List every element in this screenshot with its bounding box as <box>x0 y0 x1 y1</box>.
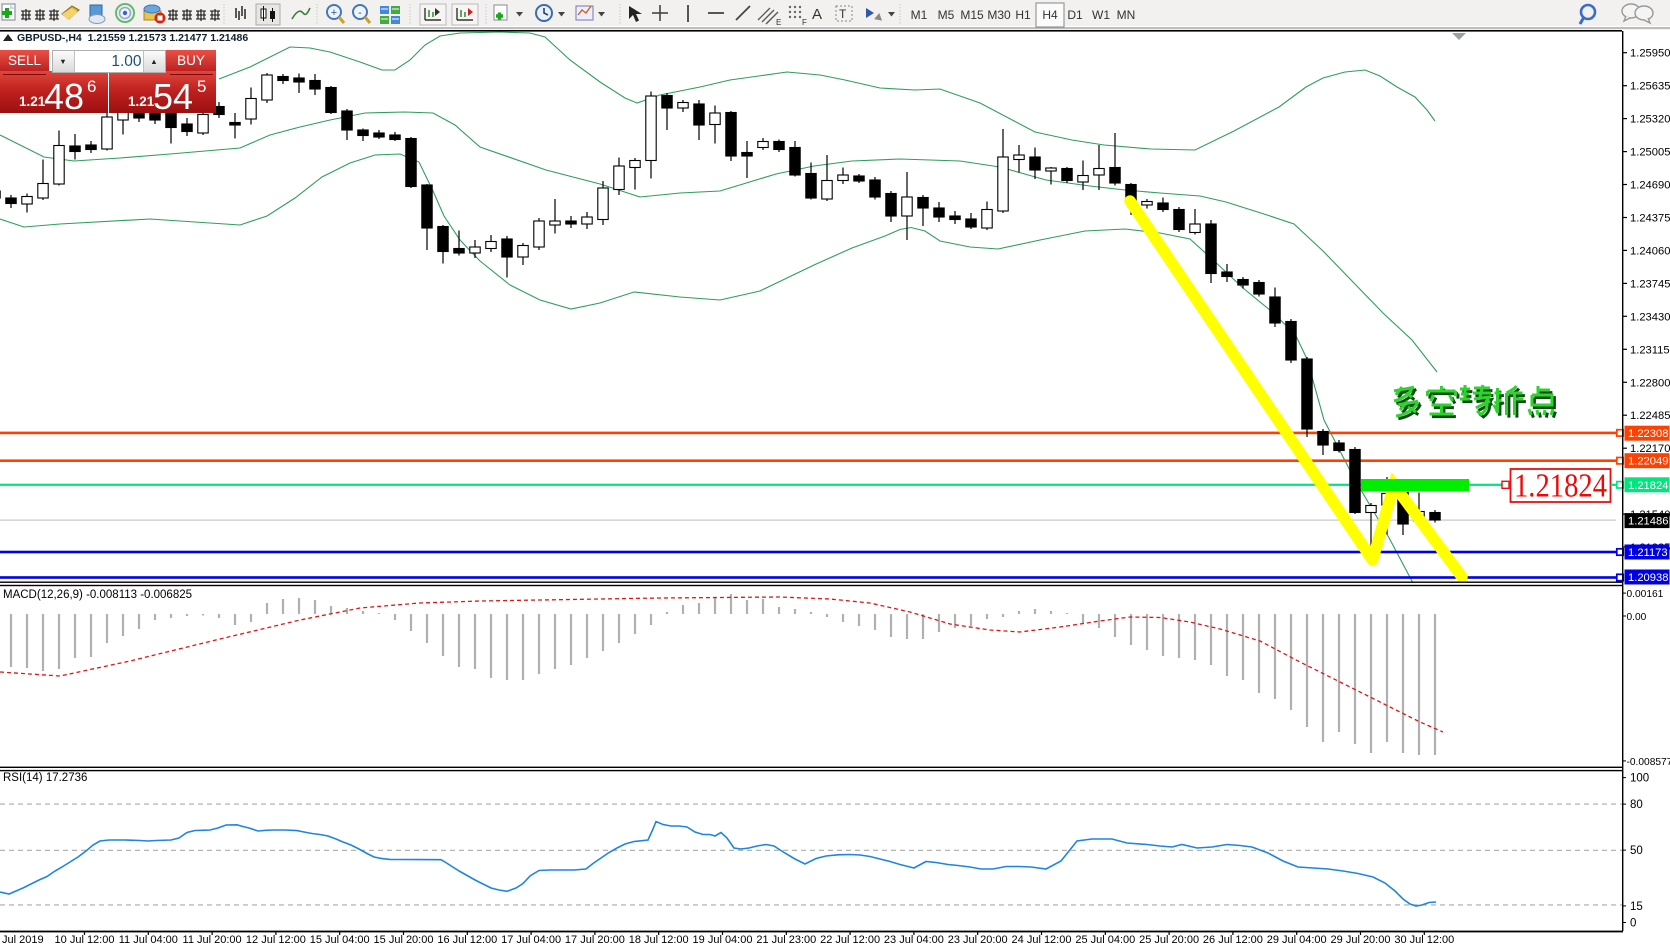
svg-text:A: A <box>812 6 822 23</box>
svg-text:F: F <box>802 18 807 27</box>
svg-text:1.24060: 1.24060 <box>1630 245 1670 257</box>
svg-text:H4: H4 <box>1042 8 1058 22</box>
svg-text:10 Jul 12:00: 10 Jul 12:00 <box>55 934 115 945</box>
svg-text:29 Jul 04:00: 29 Jul 04:00 <box>1267 934 1327 945</box>
svg-text:1.24375: 1.24375 <box>1630 213 1670 225</box>
svg-text:1.25950: 1.25950 <box>1630 48 1670 60</box>
svg-text:29 Jul 20:00: 29 Jul 20:00 <box>1331 934 1391 945</box>
svg-text:1.21824: 1.21824 <box>1514 468 1607 505</box>
svg-text:15 Jul 04:00: 15 Jul 04:00 <box>310 934 370 945</box>
svg-text:1.20938: 1.20938 <box>1628 572 1668 584</box>
svg-text:1.25635: 1.25635 <box>1630 81 1670 93</box>
svg-text:100: 100 <box>1630 773 1649 785</box>
svg-text:1.23115: 1.23115 <box>1630 344 1670 356</box>
svg-text:M5: M5 <box>938 8 955 22</box>
svg-text:MN: MN <box>1117 8 1136 22</box>
svg-text:1.23745: 1.23745 <box>1630 278 1670 290</box>
svg-text:0.00: 0.00 <box>1627 612 1647 623</box>
svg-text:1.21824: 1.21824 <box>1628 480 1668 492</box>
svg-text:M15: M15 <box>960 8 984 22</box>
svg-text:0.00161: 0.00161 <box>1627 589 1664 600</box>
svg-text:+: + <box>331 7 337 19</box>
svg-text:1.22308: 1.22308 <box>1628 428 1668 440</box>
svg-text:21 Jul 23:00: 21 Jul 23:00 <box>756 934 816 945</box>
svg-text:M1: M1 <box>911 8 928 22</box>
svg-text:RSI(14) 17.2736: RSI(14) 17.2736 <box>3 772 87 784</box>
svg-text:Jul 2019: Jul 2019 <box>2 934 44 945</box>
svg-text:26 Jul 12:00: 26 Jul 12:00 <box>1203 934 1263 945</box>
svg-text:23 Jul 20:00: 23 Jul 20:00 <box>948 934 1008 945</box>
svg-text:19 Jul 04:00: 19 Jul 04:00 <box>693 934 753 945</box>
svg-text:D1: D1 <box>1067 8 1083 22</box>
svg-text:0: 0 <box>1630 918 1636 930</box>
svg-text:30 Jul 12:00: 30 Jul 12:00 <box>1394 934 1454 945</box>
svg-text:50: 50 <box>1630 845 1643 857</box>
svg-text:80: 80 <box>1630 799 1643 811</box>
svg-text:17 Jul 20:00: 17 Jul 20:00 <box>565 934 625 945</box>
svg-text:11 Jul 20:00: 11 Jul 20:00 <box>183 934 242 945</box>
svg-text:H1: H1 <box>1015 8 1031 22</box>
svg-text:1.22485: 1.22485 <box>1630 410 1670 422</box>
svg-text:23 Jul 04:00: 23 Jul 04:00 <box>884 934 944 945</box>
svg-text:1.21173: 1.21173 <box>1628 547 1668 559</box>
svg-text:15: 15 <box>1630 901 1643 913</box>
svg-text:1.25005: 1.25005 <box>1630 147 1670 159</box>
svg-text:18 Jul 12:00: 18 Jul 12:00 <box>629 934 689 945</box>
svg-text:1.25320: 1.25320 <box>1630 114 1670 126</box>
svg-text:T: T <box>839 7 847 21</box>
svg-text:15 Jul 20:00: 15 Jul 20:00 <box>374 934 434 945</box>
svg-text:17 Jul 04:00: 17 Jul 04:00 <box>501 934 561 945</box>
svg-text:25 Jul 04:00: 25 Jul 04:00 <box>1075 934 1135 945</box>
svg-text:1.22170: 1.22170 <box>1630 443 1670 455</box>
svg-text:1.21486: 1.21486 <box>1628 516 1668 528</box>
svg-text:12 Jul 12:00: 12 Jul 12:00 <box>246 934 306 945</box>
svg-text:MACD(12,26,9) -0.008113 -0.006: MACD(12,26,9) -0.008113 -0.006825 <box>3 589 192 601</box>
svg-text:11 Jul 04:00: 11 Jul 04:00 <box>119 934 178 945</box>
svg-text:W1: W1 <box>1092 8 1110 22</box>
svg-text:16 Jul 12:00: 16 Jul 12:00 <box>437 934 497 945</box>
svg-text:1.23430: 1.23430 <box>1630 311 1670 323</box>
svg-text:E: E <box>776 18 781 27</box>
svg-text:1.22049: 1.22049 <box>1628 456 1668 468</box>
svg-text:1.22800: 1.22800 <box>1630 377 1670 389</box>
svg-text:22 Jul 12:00: 22 Jul 12:00 <box>820 934 880 945</box>
svg-text:-: - <box>358 7 362 19</box>
svg-text:-0.008577: -0.008577 <box>1627 757 1670 768</box>
svg-text:1.24690: 1.24690 <box>1630 180 1670 192</box>
svg-text:24 Jul 12:00: 24 Jul 12:00 <box>1012 934 1072 945</box>
svg-text:M30: M30 <box>987 8 1011 22</box>
svg-text:25 Jul 20:00: 25 Jul 20:00 <box>1139 934 1199 945</box>
